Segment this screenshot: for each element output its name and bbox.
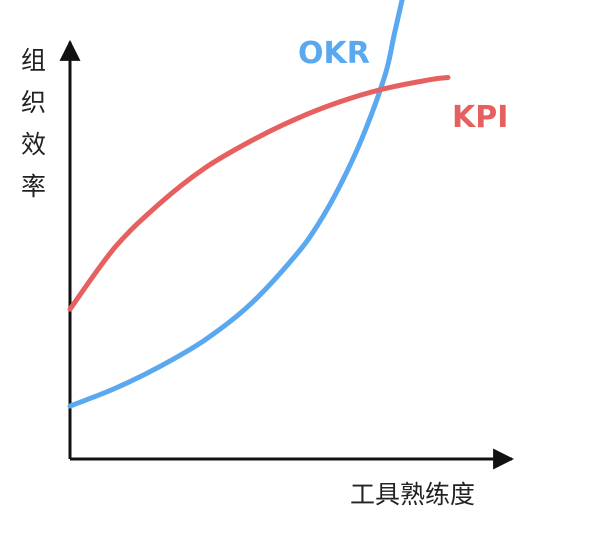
y-axis-label-char: 织 (21, 88, 46, 117)
series-line-okr (67, 0, 405, 409)
y-axis-label-char: 组 (21, 46, 46, 75)
x-axis-label: 工具熟练度 (350, 480, 475, 509)
series-label-kpi: KPI (452, 100, 508, 135)
y-axis-label-char: 效 (21, 130, 46, 159)
series-layer (67, 0, 451, 409)
series-line-kpi (67, 75, 451, 312)
series-label-okr: OKR (298, 36, 370, 71)
y-axis-label-char: 率 (21, 172, 46, 201)
